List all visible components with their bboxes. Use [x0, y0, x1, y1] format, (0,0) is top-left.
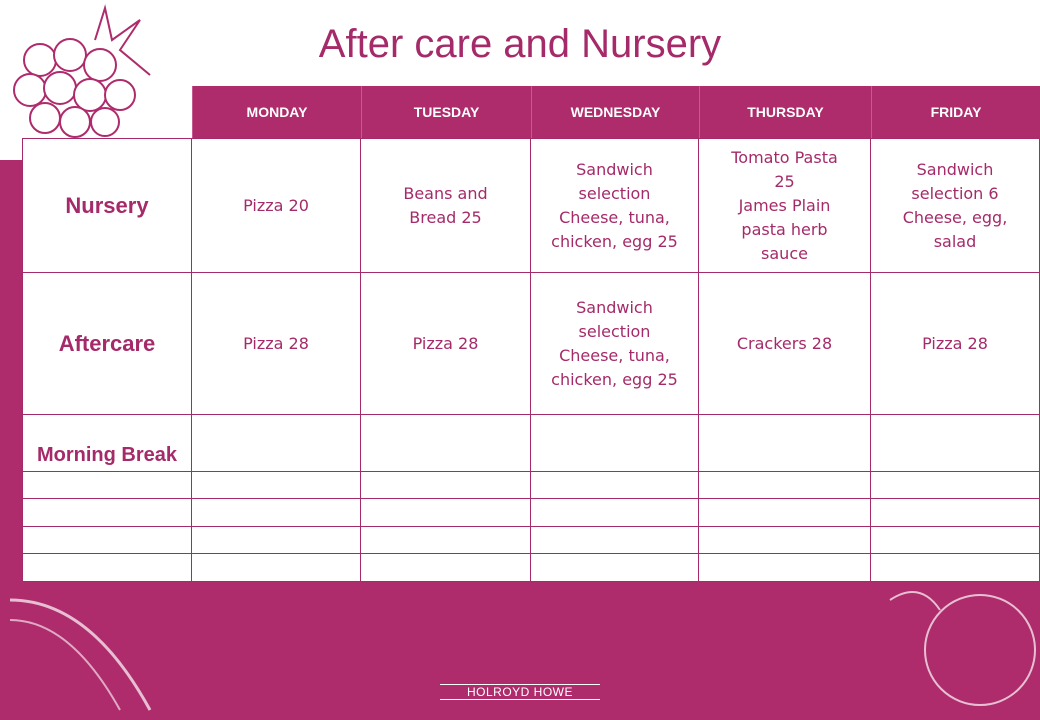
menu-line: pasta herb — [741, 219, 828, 239]
row-label-text: Nursery — [65, 192, 149, 218]
menu-cell: Tomato Pasta 25 James Plain pasta herb sauce — [699, 138, 871, 273]
menu-cell: Sandwich selection 6 Cheese, egg, salad — [871, 138, 1040, 273]
menu-cell — [871, 554, 1040, 582]
menu-line: Sandwich — [916, 159, 994, 179]
menu-cell — [192, 415, 361, 472]
menu-line: selection — [578, 183, 651, 203]
menu-cell — [871, 527, 1040, 554]
day-header: FRIDAY — [871, 86, 1040, 138]
menu-line: Cheese, tuna, — [559, 345, 670, 365]
menu-cell — [531, 499, 699, 527]
fruit-illustration — [9, 598, 152, 711]
menu-cell — [361, 415, 531, 472]
row-label: Morning Break — [22, 415, 192, 472]
menu-line: Pizza 28 — [922, 333, 988, 353]
menu-cell — [192, 554, 361, 582]
menu-cell — [699, 499, 871, 527]
menu-line: Sandwich — [576, 297, 653, 317]
menu-cell — [699, 415, 871, 472]
menu-cell — [531, 415, 699, 472]
row-label-text: Aftercare — [58, 330, 156, 356]
menu-cell — [22, 527, 192, 554]
menu-cell — [361, 472, 531, 499]
menu-line: Bread 25 — [409, 207, 482, 227]
menu-cell: Pizza 28 — [361, 273, 531, 415]
menu-cell — [192, 499, 361, 527]
menu-cell — [192, 472, 361, 499]
menu-cell — [192, 527, 361, 554]
menu-line: 25 — [774, 171, 795, 191]
menu-line: James Plain — [738, 195, 831, 215]
row-label: Nursery — [22, 138, 192, 273]
apple-illustration — [889, 591, 1036, 706]
menu-line: Sandwich — [576, 159, 653, 179]
menu-cell: Pizza 28 — [192, 273, 361, 415]
menu-line: Crackers 28 — [736, 333, 833, 353]
side-band — [0, 160, 22, 720]
menu-line: selection — [578, 321, 651, 341]
day-header: TUESDAY — [361, 86, 531, 138]
menu-cell — [361, 527, 531, 554]
menu-cell — [699, 472, 871, 499]
menu-line: chicken, egg 25 — [551, 369, 678, 389]
menu-cell: Pizza 28 — [871, 273, 1040, 415]
menu-line: Tomato Pasta — [731, 147, 838, 167]
menu-cell: Beans and Bread 25 — [361, 138, 531, 273]
menu-cell — [699, 554, 871, 582]
menu-cell — [22, 554, 192, 582]
header-band — [192, 86, 1040, 138]
footer-band — [0, 582, 1040, 720]
menu-cell — [531, 527, 699, 554]
menu-line: sauce — [761, 243, 808, 263]
menu-line: selection 6 — [911, 183, 999, 203]
menu-cell — [871, 415, 1040, 472]
menu-cell: Sandwich selection Cheese, tuna, chicken, e… — [531, 273, 699, 415]
day-header: WEDNESDAY — [531, 86, 699, 138]
menu-cell — [22, 472, 192, 499]
row-label-text: Morning Break — [36, 444, 178, 466]
logo: HOLROYD HOWE — [440, 684, 600, 700]
day-header: MONDAY — [192, 86, 361, 138]
menu-line: Cheese, tuna, — [559, 207, 670, 227]
menu-line: Pizza 20 — [243, 195, 309, 215]
menu-line: Pizza 28 — [243, 333, 309, 353]
menu-cell: Crackers 28 — [699, 273, 871, 415]
menu-line: salad — [933, 231, 977, 251]
menu-cell — [871, 499, 1040, 527]
menu-line: Beans and — [403, 183, 488, 203]
menu-line: chicken, egg 25 — [551, 231, 678, 251]
menu-line: Pizza 28 — [412, 333, 479, 353]
menu-cell: Pizza 20 — [192, 138, 361, 273]
menu-cell — [361, 554, 531, 582]
day-header: THURSDAY — [699, 86, 871, 138]
menu-cell: Sandwich selection Cheese, tuna, chicken, e… — [531, 138, 699, 273]
menu-cell — [531, 554, 699, 582]
raspberry-illustration — [13, 4, 151, 138]
menu-cell — [531, 472, 699, 499]
menu-cell — [361, 499, 531, 527]
row-label: Aftercare — [22, 273, 192, 415]
menu-cell — [871, 472, 1040, 499]
page-title: After care and Nursery — [318, 22, 722, 66]
menu-cell — [699, 527, 871, 554]
menu-cell — [22, 499, 192, 527]
menu-line: Cheese, egg, — [902, 207, 1008, 227]
